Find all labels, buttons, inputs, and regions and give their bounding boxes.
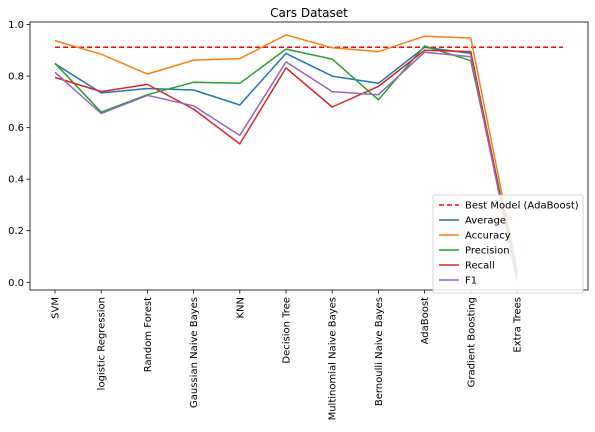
legend-label: Accuracy bbox=[465, 231, 511, 242]
legend-label: Average bbox=[465, 216, 506, 227]
x-tick-label: KNN bbox=[235, 297, 246, 319]
x-tick-label: Gradient Boosting bbox=[466, 297, 477, 387]
x-tick-label: logistic Regression bbox=[97, 297, 108, 390]
y-tick-label: 0.8 bbox=[8, 72, 24, 83]
y-tick-label: 1.0 bbox=[8, 20, 24, 31]
legend-label: F1 bbox=[465, 276, 477, 287]
y-tick-label: 0.2 bbox=[8, 226, 24, 237]
x-tick-label: Random Forest bbox=[143, 297, 154, 372]
chart-title: Cars Dataset bbox=[270, 6, 348, 20]
x-tick-label: Multinomial Naive Bayes bbox=[328, 297, 339, 420]
x-tick-label: Extra Trees bbox=[513, 297, 524, 353]
y-tick-label: 0.0 bbox=[8, 278, 24, 289]
x-tick-label: Gaussian Naive Bayes bbox=[189, 297, 200, 408]
legend-label: Best Model (AdaBoost) bbox=[465, 201, 579, 212]
x-tick-label: AdaBoost bbox=[420, 297, 431, 344]
legend-label: Recall bbox=[465, 261, 495, 272]
y-tick-label: 0.4 bbox=[8, 175, 24, 186]
y-tick-label: 0.6 bbox=[8, 123, 24, 134]
x-tick-label: Decision Tree bbox=[282, 297, 293, 364]
legend: Best Model (AdaBoost) Average Accuracy Prec… bbox=[433, 195, 583, 293]
legend-label: Precision bbox=[465, 246, 510, 257]
x-tick-label: Bernoulli Naive Bayes bbox=[374, 297, 385, 406]
x-tick-label: SVM bbox=[51, 297, 62, 319]
